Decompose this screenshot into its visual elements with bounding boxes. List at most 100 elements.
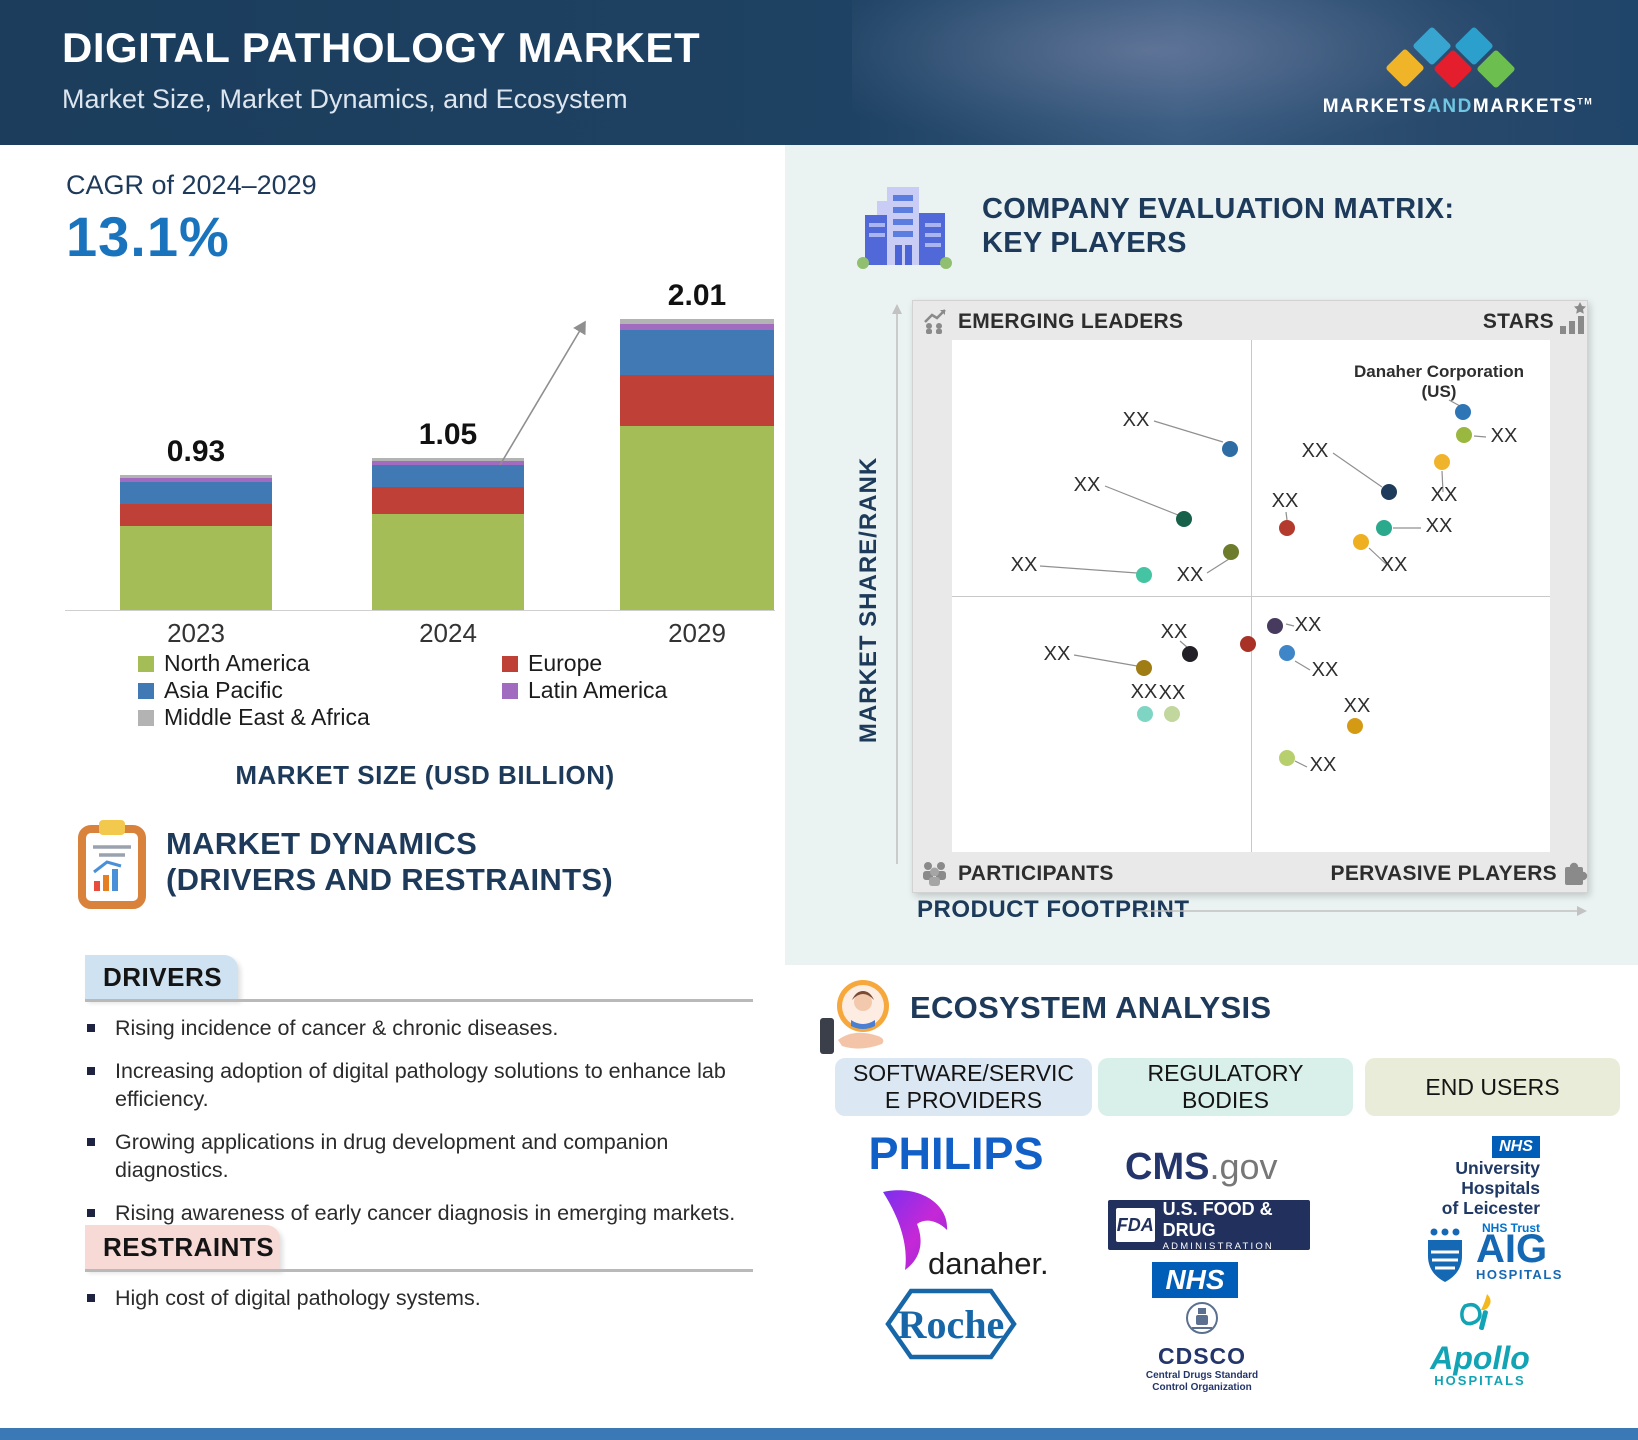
bar-segment-middle-east-africa xyxy=(120,475,272,479)
company-dot xyxy=(1222,441,1238,457)
list-item: Rising incidence of cancer & chronic dis… xyxy=(85,1014,757,1042)
leader-line xyxy=(1332,452,1383,488)
matrix-title: COMPANY EVALUATION MATRIX: KEY PLAYERS xyxy=(982,193,1455,259)
company-dot xyxy=(1279,645,1295,661)
drivers-heading: DRIVERS xyxy=(85,955,238,1000)
company-dot xyxy=(1182,646,1198,662)
logo-diamond-yellow-icon xyxy=(1385,48,1425,88)
dot-label: XX xyxy=(1044,643,1071,665)
restraints-heading: RESTRAINTS xyxy=(85,1225,280,1270)
legend-item: Latin America xyxy=(502,677,667,704)
company-dot xyxy=(1137,706,1153,722)
dot-label: XX xyxy=(1426,515,1453,537)
dot-label: XX xyxy=(1074,474,1101,496)
company-dot xyxy=(1136,660,1152,676)
fda-logo: FDA U.S. FOOD & DRUG ADMINISTRATION xyxy=(1108,1199,1310,1252)
column-header-end-users: END USERS xyxy=(1365,1058,1620,1116)
bar-segment-asia-pacific xyxy=(372,465,524,487)
bar-segment-europe xyxy=(620,375,774,426)
legend-item: Middle East & Africa xyxy=(138,704,370,731)
matrix-plot-area: XX XX XX XX Danaher Corporation (US) XX XX XX XX X… xyxy=(952,340,1550,852)
list-item: Rising awareness of early cancer diagnos… xyxy=(85,1199,757,1227)
stacked-bar-2029 xyxy=(620,318,774,610)
company-dot xyxy=(1136,567,1152,583)
bar-segment-latin-america xyxy=(372,460,524,466)
stacked-bar-2024 xyxy=(372,457,524,610)
bar-segment-europe xyxy=(120,504,272,526)
svg-text:Roche: Roche xyxy=(898,1302,1005,1347)
x-axis-arrow-icon xyxy=(1137,906,1587,916)
market-size-bar-chart: 0.93 2023 1.05 2024 2.01 2029 xyxy=(65,278,785,648)
dot-label: XX xyxy=(1310,754,1337,776)
university-hospitals-leicester-logo: NHS University Hospitals of Leicester NH… xyxy=(1441,1136,1540,1235)
bar-segment-latin-america xyxy=(120,478,272,483)
roche-logo: Roche xyxy=(885,1288,1017,1360)
cdsco-emblem-icon xyxy=(1186,1302,1218,1334)
dot-label: XX xyxy=(1295,614,1322,636)
quadrant-divider-horizontal xyxy=(952,596,1550,597)
dot-label: XX xyxy=(1011,554,1038,576)
legend-item: North America xyxy=(138,650,310,677)
leader-line xyxy=(1368,547,1387,565)
danaher-logo: danaher. xyxy=(928,1246,1049,1281)
emerging-leaders-icon xyxy=(924,309,946,334)
leader-line xyxy=(1294,760,1308,768)
quadrant-label-stars: STARS xyxy=(1482,310,1554,333)
bottom-accent-bar xyxy=(0,1428,1638,1440)
drivers-rule xyxy=(85,999,753,1002)
chart-baseline xyxy=(65,610,775,611)
bar-segment-north-america xyxy=(372,514,524,610)
legend-label: Middle East & Africa xyxy=(164,704,370,730)
dot-label: XX xyxy=(1312,659,1339,681)
company-dot xyxy=(1381,484,1397,500)
company-dot xyxy=(1456,427,1472,443)
nhs-box: NHS xyxy=(1492,1136,1540,1158)
dot-label: XX xyxy=(1272,490,1299,512)
bar-segment-asia-pacific xyxy=(620,330,774,376)
bar-segment-north-america xyxy=(120,525,272,610)
bar-value-label: 2.01 xyxy=(667,278,727,312)
buildings-icon xyxy=(857,187,952,269)
company-dot xyxy=(1164,706,1180,722)
bullet-icon xyxy=(87,1209,95,1217)
list-item: High cost of digital pathology systems. xyxy=(85,1284,757,1312)
chart-title: MARKET SIZE (USD BILLION) xyxy=(235,760,615,790)
bar-segment-middle-east-africa xyxy=(620,318,774,325)
cms-gov-logo: CMS.gov xyxy=(1125,1146,1278,1188)
bar-value-label: 1.05 xyxy=(418,417,478,451)
leader-line xyxy=(1039,565,1138,574)
dot-label: Danaher Corporation (US) xyxy=(1354,362,1524,401)
leader-line xyxy=(1206,558,1230,574)
leader-line xyxy=(1285,511,1288,521)
restraints-rule xyxy=(85,1269,753,1272)
stars-icon xyxy=(1560,302,1586,334)
page-title: DIGITAL PATHOLOGY MARKET xyxy=(62,24,701,71)
x-tick-label: 2029 xyxy=(668,618,726,648)
legend-item: Asia Pacific xyxy=(138,677,283,704)
bullet-icon xyxy=(87,1294,95,1302)
legend-swatch xyxy=(138,655,154,672)
x-tick-label: 2024 xyxy=(419,618,477,648)
company-dot xyxy=(1376,520,1392,536)
quadrant-label-emerging-leaders: EMERGING LEADERS xyxy=(958,310,1184,333)
list-item: Increasing adoption of digital pathology… xyxy=(85,1057,757,1113)
legend-swatch xyxy=(502,682,518,699)
danaher-swoosh-icon xyxy=(883,1190,948,1270)
leader-line xyxy=(1104,485,1179,516)
legend-label: Latin America xyxy=(528,677,668,703)
dot-label: XX xyxy=(1177,564,1204,586)
leader-line xyxy=(1441,470,1444,493)
company-dot xyxy=(1353,534,1369,550)
legend-label: Europe xyxy=(528,650,603,676)
legend-item: Europe xyxy=(502,650,602,677)
bar-segment-europe xyxy=(372,486,524,515)
legend-swatch xyxy=(138,682,154,699)
company-dot xyxy=(1267,618,1283,634)
dot-label: XX xyxy=(1161,621,1188,643)
marketsandmarkets-logo-icon xyxy=(1385,26,1520,89)
y-axis-label: MARKET SHARE/RANK xyxy=(855,456,882,744)
company-dot xyxy=(1176,511,1192,527)
bar-segment-middle-east-africa xyxy=(372,457,524,461)
header-banner: DIGITAL PATHOLOGY MARKET Market Size, Ma… xyxy=(0,0,1638,145)
ecosystem-title: ECOSYSTEM ANALYSIS xyxy=(910,990,1272,1025)
